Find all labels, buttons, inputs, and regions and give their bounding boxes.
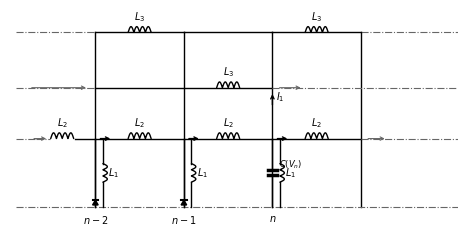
Text: $I_1$: $I_1$ [275,90,284,104]
Polygon shape [92,200,98,205]
Text: $L_1$: $L_1$ [197,166,208,180]
Text: $L_1$: $L_1$ [285,166,296,180]
Text: $n-2$: $n-2$ [82,214,108,226]
Text: $L_2$: $L_2$ [134,116,145,130]
Text: $L_2$: $L_2$ [57,116,68,130]
Text: $L_3$: $L_3$ [223,65,234,79]
Text: $L_2$: $L_2$ [223,116,234,130]
Text: $L_3$: $L_3$ [134,10,145,24]
Text: $L_3$: $L_3$ [311,10,322,24]
Polygon shape [181,200,187,205]
Text: $L_2$: $L_2$ [311,116,322,130]
Text: $n-1$: $n-1$ [171,214,197,226]
Text: $n$: $n$ [269,214,276,224]
Text: $L_1$: $L_1$ [108,166,119,180]
Text: $C(V_n)$: $C(V_n)$ [279,159,302,171]
